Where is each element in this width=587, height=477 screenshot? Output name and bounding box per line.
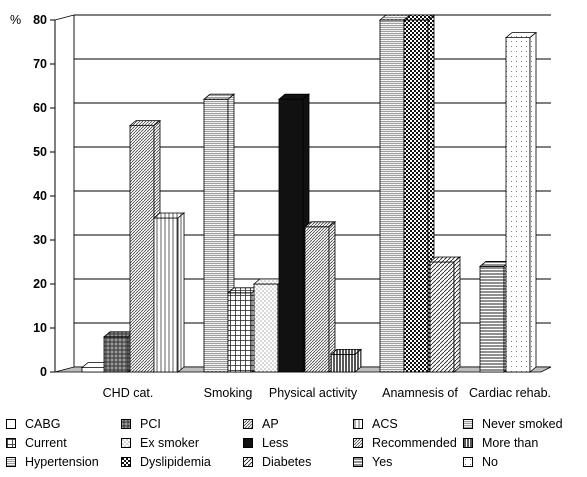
legend-swatch (6, 457, 16, 467)
x-category-label: CHD cat. (103, 386, 154, 400)
bar-current (227, 292, 253, 373)
y-tick-label: 50 (33, 145, 47, 159)
legend-label: Diabetes (262, 455, 312, 469)
legend-item-recommended: Recommended (353, 436, 457, 450)
legend-item-yes: Yes (353, 455, 392, 469)
x-category-label: Anamnesis of (382, 386, 458, 400)
y-axis-depth (54, 14, 75, 21)
legend-swatch (243, 419, 253, 429)
bar-acs (153, 217, 179, 373)
bar-pci (103, 336, 129, 373)
legend-item-current: Current (6, 436, 67, 450)
legend-swatch (353, 457, 363, 467)
bar-cabg (81, 367, 107, 373)
legend-item-diabetes: Diabetes (243, 455, 311, 469)
legend-label: Never smoked (482, 417, 563, 431)
legend-label: Less (262, 436, 289, 450)
bar-no (505, 37, 531, 373)
y-tick-label: 70 (33, 57, 47, 71)
legend-item-ex-smoker: Ex smoker (121, 436, 199, 450)
legend-swatch (6, 419, 16, 429)
legend-label: Dyslipidemia (140, 455, 211, 469)
legend-label: Hypertension (25, 455, 99, 469)
legend-item-more-than: More than (463, 436, 538, 450)
legend-label: CABG (25, 417, 61, 431)
bar-hypertension (379, 19, 405, 373)
y-axis-label: % (10, 13, 21, 27)
y-tick-label: 20 (33, 277, 47, 291)
legend-label: PCI (140, 417, 161, 431)
bar-yes (479, 265, 505, 373)
legend-swatch (353, 438, 363, 448)
legend-item-no: No (463, 455, 498, 469)
x-category-label: Physical activity (269, 386, 358, 400)
legend-label: No (482, 455, 498, 469)
legend-item-ap: AP (243, 417, 279, 431)
bar-diabetes (429, 261, 455, 373)
legend-label: Recommended (372, 436, 457, 450)
bar-ap (129, 125, 155, 373)
legend-swatch (243, 457, 253, 467)
legend-swatch (6, 438, 16, 448)
y-tick-label: 10 (33, 321, 47, 335)
bar-diabetes-side (453, 256, 461, 373)
y-tick-label: 30 (33, 233, 47, 247)
legend-swatch (121, 438, 131, 448)
legend-swatch (463, 457, 473, 467)
legend-label: More than (482, 436, 539, 450)
y-tick-label: 0 (40, 365, 47, 379)
x-category-label: Cardiac rehab. (469, 386, 551, 400)
bar-more-than-side (354, 348, 362, 373)
legend-item-pci: PCI (121, 417, 161, 431)
legend-label: AP (262, 417, 279, 431)
legend-swatch (121, 419, 131, 429)
legend-label: Ex smoker (140, 436, 200, 450)
legend-label: ACS (372, 417, 398, 431)
x-category-label: Smoking (204, 386, 253, 400)
legend-item-never-smoked: Never smoked (463, 417, 563, 431)
legend-swatch (463, 438, 473, 448)
legend-item-dyslipidemia: Dyslipidemia (121, 455, 211, 469)
bar-no-side (529, 31, 537, 373)
bar-recommended (304, 226, 330, 373)
bar-never-smoked (203, 98, 229, 373)
y-tick-label: 40 (33, 189, 47, 203)
legend-swatch (353, 419, 363, 429)
legend-item-less: Less (243, 436, 288, 450)
bar-less (278, 98, 304, 373)
bar-ex-smoker (253, 283, 279, 373)
legend-item-cabg: CABG (6, 417, 60, 431)
bar-dyslipidemia (403, 19, 429, 373)
bar-recommended-side (328, 220, 336, 373)
legend-swatch (243, 438, 253, 448)
legend-swatch (463, 419, 473, 429)
y-tick-label: 80 (33, 13, 47, 27)
legend-label: Current (25, 436, 67, 450)
bar-more-than (330, 353, 356, 373)
legend-swatch (121, 457, 131, 467)
legend-label: Yes (372, 455, 393, 469)
y-tick-label: 60 (33, 101, 47, 115)
bar-acs-side (177, 212, 185, 373)
legend-item-hypertension: Hypertension (6, 455, 99, 469)
legend-item-acs: ACS (353, 417, 398, 431)
